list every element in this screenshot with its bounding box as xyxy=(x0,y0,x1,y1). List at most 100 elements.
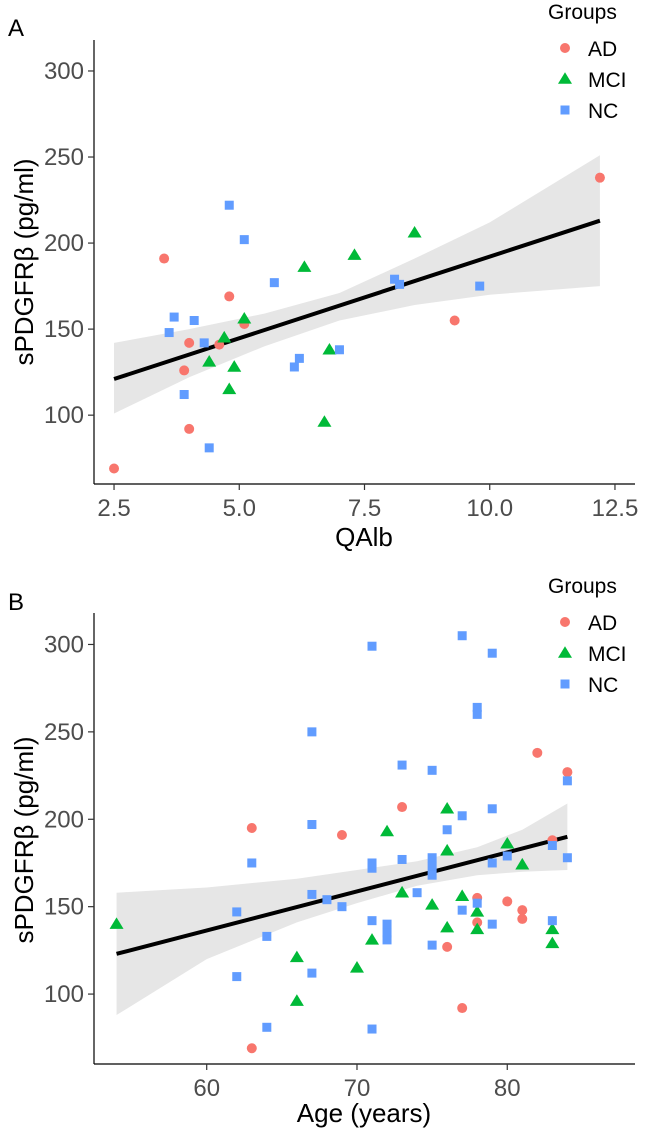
data-point-ad xyxy=(184,337,195,348)
x-tick-label: 60 xyxy=(193,1075,220,1102)
y-ticks: 100 150 200 250 300 xyxy=(44,631,94,1008)
data-point-ad xyxy=(517,913,528,924)
data-point-mci xyxy=(395,885,410,898)
y-tick-label: 200 xyxy=(44,806,84,833)
data-point-mci xyxy=(289,994,304,1006)
data-point-ad xyxy=(159,253,170,264)
data-point-nc xyxy=(397,854,407,864)
data-point-mci xyxy=(297,260,312,272)
panel-b: B 60 70 80 100 150 200 250 300 Age (years) sPD… xyxy=(8,575,635,1128)
x-tick-label: 12.5 xyxy=(592,495,639,522)
data-point-nc xyxy=(232,907,242,917)
legend-label-mci: MCI xyxy=(588,69,627,92)
data-point-mci xyxy=(500,836,515,849)
data-point-nc xyxy=(427,853,437,863)
data-point-mci xyxy=(202,355,217,367)
regression-line xyxy=(116,834,568,956)
data-point-nc xyxy=(487,858,497,868)
legend-key-ad xyxy=(560,617,570,627)
data-point-nc xyxy=(472,709,482,719)
data-point-nc xyxy=(322,895,332,905)
data-point-nc xyxy=(164,328,174,338)
data-point-nc xyxy=(472,702,482,712)
data-point-mci xyxy=(289,950,304,963)
data-point-nc xyxy=(367,858,377,868)
data-point-nc xyxy=(487,919,497,929)
legend-label-mci: MCI xyxy=(588,643,627,666)
data-point-nc xyxy=(382,935,392,945)
data-point-mci xyxy=(347,248,362,260)
data-point-nc xyxy=(390,274,400,284)
data-point-nc xyxy=(269,278,279,288)
legend-key-nc xyxy=(560,679,570,689)
data-point-nc xyxy=(239,235,249,245)
y-tick-label: 300 xyxy=(44,58,84,85)
data-point-nc xyxy=(562,776,572,786)
data-point-nc xyxy=(502,851,512,861)
data-point-nc xyxy=(179,390,189,400)
data-point-nc xyxy=(427,870,437,880)
legend-label-ad: AD xyxy=(588,38,617,61)
legend-label-ad: AD xyxy=(588,612,617,635)
data-point-ad xyxy=(336,830,347,841)
y-tick-label: 150 xyxy=(44,316,84,343)
y-tick-label: 250 xyxy=(44,719,84,746)
data-point-nc xyxy=(457,631,467,641)
x-tick-label: 80 xyxy=(494,1075,521,1102)
data-point-nc xyxy=(487,648,497,658)
data-point-nc xyxy=(367,863,377,873)
data-point-ad xyxy=(109,463,120,474)
data-point-nc xyxy=(307,727,317,737)
data-point-nc xyxy=(382,928,392,938)
points-layer xyxy=(109,172,605,474)
data-point-ad xyxy=(246,1043,257,1054)
data-point-mci xyxy=(470,905,485,917)
x-tick-label: 7.5 xyxy=(348,495,381,522)
x-tick-label: 2.5 xyxy=(97,495,130,522)
data-point-nc xyxy=(307,820,317,830)
data-point-nc xyxy=(307,968,317,978)
data-point-ad xyxy=(457,1003,468,1014)
data-point-nc xyxy=(367,1024,377,1034)
data-point-mci xyxy=(440,920,455,933)
data-point-ad xyxy=(594,172,605,183)
x-ticks: 2.5 5.0 7.5 10.0 12.5 xyxy=(97,484,638,522)
data-point-ad xyxy=(532,747,543,758)
data-point-nc xyxy=(367,641,377,651)
panel-b-letter: B xyxy=(8,589,24,616)
data-point-mci xyxy=(470,922,485,935)
x-axis-title: Age (years) xyxy=(297,1098,431,1128)
data-point-ad xyxy=(184,423,195,434)
data-point-nc xyxy=(547,916,557,926)
legend-label-nc: NC xyxy=(588,100,618,123)
data-point-mci xyxy=(407,225,422,238)
data-point-nc xyxy=(262,931,272,941)
y-tick-label: 200 xyxy=(44,230,84,257)
data-point-ad xyxy=(502,896,513,907)
data-point-nc xyxy=(224,200,234,210)
data-point-mci xyxy=(440,843,455,856)
data-point-mci xyxy=(237,311,252,324)
data-point-nc xyxy=(457,811,467,821)
legend-key-ad xyxy=(560,43,570,53)
data-point-mci xyxy=(222,382,237,395)
data-point-nc xyxy=(382,919,392,929)
confidence-band xyxy=(114,155,600,414)
confidence-band-layer xyxy=(114,155,600,414)
regression-line-layer xyxy=(113,218,601,381)
points-layer xyxy=(109,631,573,1054)
data-point-nc xyxy=(427,940,437,950)
data-point-nc xyxy=(247,858,257,868)
data-point-nc xyxy=(547,840,557,850)
x-tick-label: 5.0 xyxy=(223,495,256,522)
data-point-nc xyxy=(169,312,179,322)
data-point-nc xyxy=(412,888,422,898)
regression-line xyxy=(113,218,601,381)
data-point-nc xyxy=(337,902,347,912)
data-point-nc xyxy=(289,362,299,372)
legend-title: Groups xyxy=(548,575,617,598)
panel-a: A 2.5 5.0 7.5 10.0 12.5 100 150 200 250 300 QAlb… xyxy=(8,1,638,552)
data-point-nc xyxy=(427,861,437,871)
data-point-nc xyxy=(457,905,467,915)
data-point-ad xyxy=(517,905,528,916)
